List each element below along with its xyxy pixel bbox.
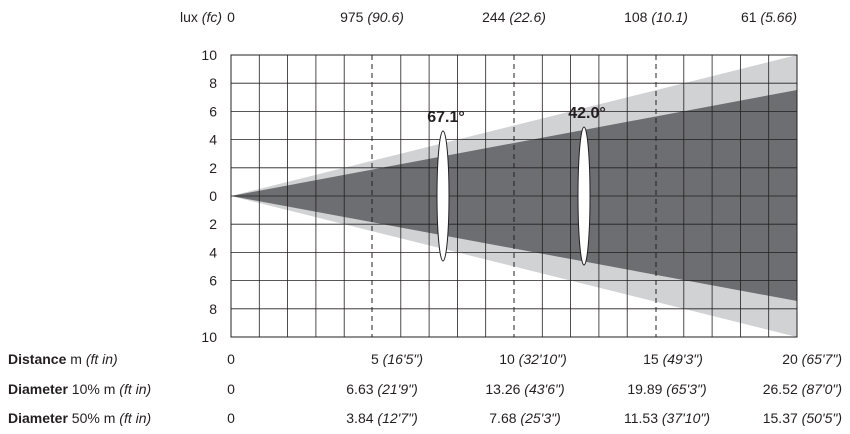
lux-zero: 0 xyxy=(227,9,235,25)
lux-value-10m: 244 (22.6) xyxy=(482,9,546,25)
y-tick-label: 4 xyxy=(209,244,217,260)
field-angle-ellipse xyxy=(436,130,450,262)
diameter50-zero: 0 xyxy=(227,410,235,426)
distance-5m: 5 (16'5") xyxy=(371,351,423,367)
diameter10-label: Diameter 10% m (ft in) xyxy=(8,381,151,397)
y-axis-ticks: 10 8 6 4 2 0 2 4 6 8 10 xyxy=(201,47,217,345)
lux-value-20m: 61 (5.66) xyxy=(741,9,797,25)
distance-15m: 15 (49'3") xyxy=(643,351,703,367)
y-tick-label: 8 xyxy=(209,75,217,91)
diameter50-label: Diameter 50% m (ft in) xyxy=(8,410,151,426)
diameter10-15m: 19.89 (65'3") xyxy=(627,381,706,397)
distance-zero: 0 xyxy=(227,351,235,367)
distance-markers xyxy=(371,55,657,337)
diameter10-20m: 26.52 (87'0") xyxy=(763,381,842,397)
diameter50-15m: 11.53 (37'10") xyxy=(624,410,710,426)
y-tick-label: 4 xyxy=(209,132,217,148)
plot-border xyxy=(230,54,798,338)
lux-label: lux (fc) xyxy=(180,9,222,25)
distance-10m: 10 (32'10") xyxy=(499,351,567,367)
y-tick-label: 6 xyxy=(209,273,217,289)
diameter50-10m: 7.68 (25'3") xyxy=(489,410,560,426)
diameter10-zero: 0 xyxy=(227,381,235,397)
y-tick-label: 10 xyxy=(201,47,217,63)
field-angle-label: 67.1° xyxy=(427,109,465,126)
lux-value-15m: 108 (10.1) xyxy=(624,9,688,25)
lux-value-5m: 975 (90.6) xyxy=(340,9,404,25)
y-tick-label: 2 xyxy=(209,216,217,232)
diameter10-10m: 13.26 (43'6") xyxy=(485,381,564,397)
distance-label: Distance m (ft in) xyxy=(8,351,118,367)
y-tick-label: 8 xyxy=(209,301,217,317)
y-tick-label: 2 xyxy=(209,160,217,176)
distance-20m: 20 (65'7") xyxy=(782,351,842,367)
diameter50-20m: 15.37 (50'5") xyxy=(763,410,842,426)
y-tick-label: 10 xyxy=(201,329,217,345)
beam-angle-ellipse xyxy=(577,126,591,266)
diameter50-5m: 3.84 (12'7") xyxy=(346,410,417,426)
y-tick-label: 0 xyxy=(209,188,217,204)
grid xyxy=(231,55,797,337)
diameter10-5m: 6.63 (21'9") xyxy=(346,381,417,397)
y-tick-label: 6 xyxy=(209,103,217,119)
beam-angle-label: 42.0° xyxy=(568,105,606,122)
